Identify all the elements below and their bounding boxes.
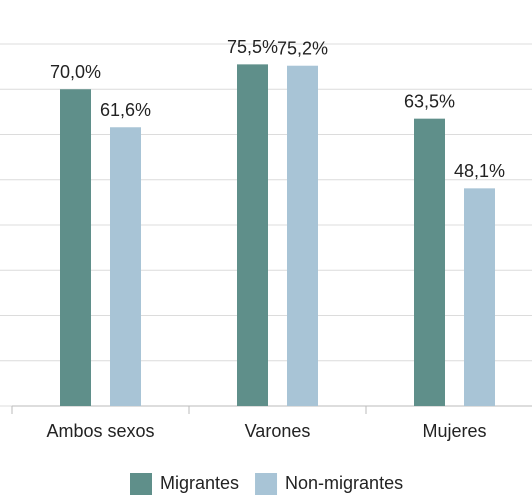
x-tick-label: Mujeres <box>422 421 486 441</box>
value-label: 70,0% <box>50 62 101 82</box>
legend-swatch <box>130 473 152 495</box>
value-label: 61,6% <box>100 100 151 120</box>
bar <box>110 127 141 406</box>
bar <box>464 188 495 406</box>
legend-label: Migrantes <box>160 473 239 493</box>
value-label: 75,2% <box>277 38 328 58</box>
x-tick-label: Ambos sexos <box>46 421 154 441</box>
value-label: 75,5% <box>227 37 278 57</box>
value-label: 48,1% <box>454 161 505 181</box>
x-tick-label: Varones <box>245 421 311 441</box>
bar <box>60 89 91 406</box>
legend-label: Non-migrantes <box>285 473 403 493</box>
bar <box>287 65 318 406</box>
bar <box>414 118 445 406</box>
legend-swatch <box>255 473 278 495</box>
bar <box>237 64 268 407</box>
value-label: 63,5% <box>404 91 455 111</box>
